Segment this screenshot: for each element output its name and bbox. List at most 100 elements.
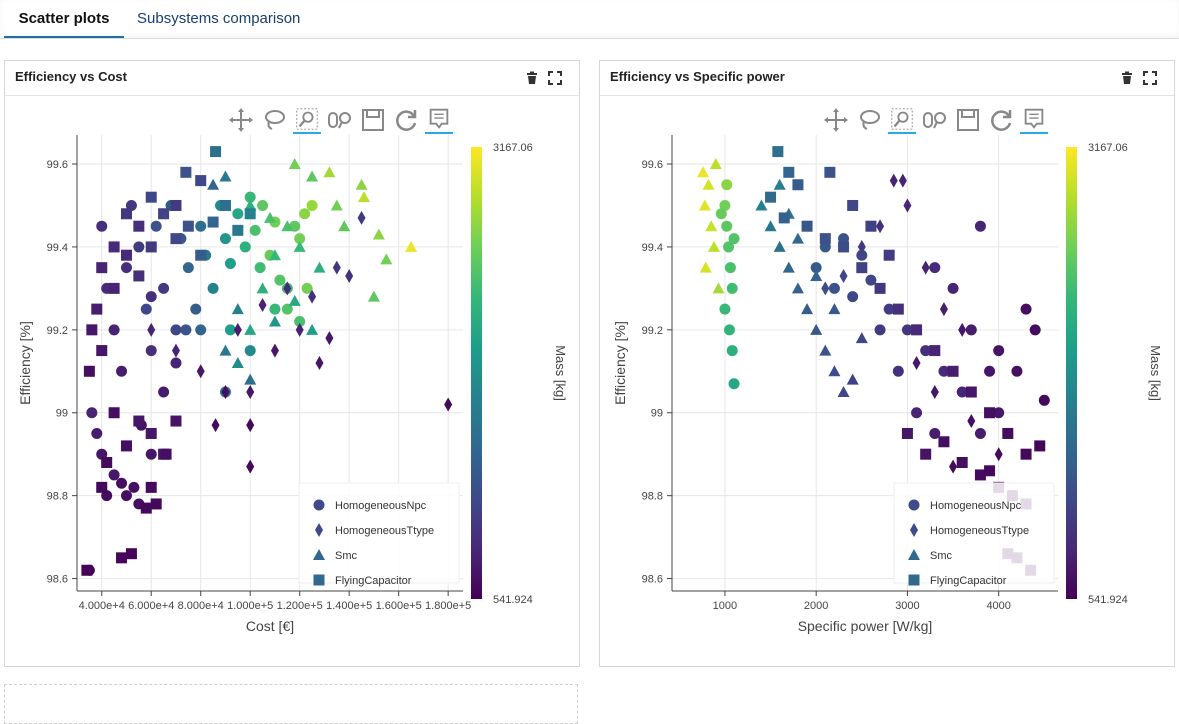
legend-marker-homogeneousttype[interactable] (910, 523, 918, 537)
data-point-homogeneousnpc[interactable] (145, 291, 157, 303)
data-point-homogeneousnpc[interactable] (719, 199, 731, 211)
data-point-smc[interactable] (698, 199, 711, 211)
data-point-homogeneousnpc[interactable] (257, 199, 269, 211)
data-point-smc[interactable] (755, 199, 768, 211)
legend-marker-homogeneousnpc[interactable] (313, 499, 325, 511)
legend-marker-smc[interactable] (313, 549, 325, 560)
data-point-smc[interactable] (264, 211, 276, 223)
data-point-smc[interactable] (306, 323, 319, 335)
data-point-homogeneousnpc[interactable] (728, 378, 740, 390)
data-point-homogeneousnpc[interactable] (724, 262, 736, 274)
data-point-homogeneousnpc[interactable] (301, 282, 313, 294)
save-icon[interactable] (954, 106, 982, 134)
data-point-flyingcapacitor[interactable] (101, 456, 113, 468)
data-point-homogeneousttype[interactable] (930, 385, 939, 400)
data-point-homogeneousttype[interactable] (246, 385, 255, 400)
data-point-flyingcapacitor[interactable] (838, 241, 850, 253)
data-point-homogeneousnpc[interactable] (956, 386, 968, 398)
data-point-homogeneousnpc[interactable] (965, 324, 977, 336)
data-point-homogeneousnpc[interactable] (294, 233, 306, 245)
data-point-flyingcapacitor[interactable] (219, 199, 231, 211)
data-point-flyingcapacitor[interactable] (133, 270, 145, 282)
data-point-homogeneousnpc[interactable] (723, 241, 735, 253)
trash-icon[interactable] (1120, 71, 1134, 85)
data-point-homogeneousnpc[interactable] (195, 324, 207, 336)
data-point-homogeneousttype[interactable] (233, 322, 242, 337)
data-point-smc[interactable] (773, 178, 786, 190)
data-point-flyingcapacitor[interactable] (125, 548, 137, 560)
data-point-smc[interactable] (709, 158, 722, 170)
data-point-homogeneousnpc[interactable] (929, 427, 941, 439)
data-point-smc[interactable] (810, 269, 823, 281)
data-point-homogeneousnpc[interactable] (195, 220, 207, 232)
data-point-homogeneousnpc[interactable] (721, 220, 733, 232)
data-point-homogeneousnpc[interactable] (145, 345, 157, 357)
data-point-homogeneousnpc[interactable] (1038, 394, 1050, 406)
pan-icon[interactable] (227, 106, 255, 134)
data-point-flyingcapacitor[interactable] (892, 303, 904, 315)
data-point-flyingcapacitor[interactable] (170, 199, 182, 211)
data-point-homogeneousttype[interactable] (332, 260, 341, 275)
data-point-smc[interactable] (244, 199, 257, 211)
data-point-flyingcapacitor[interactable] (180, 166, 192, 178)
data-point-flyingcapacitor[interactable] (182, 220, 194, 232)
tab-scatter-plots[interactable]: Scatter plots (4, 0, 124, 38)
data-point-flyingcapacitor[interactable] (920, 448, 932, 460)
data-point-smc[interactable] (338, 220, 351, 232)
data-point-homogeneousnpc[interactable] (150, 220, 162, 232)
data-point-homogeneousnpc[interactable] (721, 179, 733, 191)
data-point-homogeneousnpc[interactable] (145, 448, 157, 460)
data-point-homogeneousttype[interactable] (903, 198, 912, 213)
data-point-flyingcapacitor[interactable] (160, 448, 172, 460)
data-point-homogeneousnpc[interactable] (947, 282, 959, 294)
data-point-homogeneousnpc[interactable] (96, 448, 108, 460)
data-point-flyingcapacitor[interactable] (883, 249, 895, 261)
data-point-homogeneousnpc[interactable] (1029, 324, 1041, 336)
data-point-homogeneousnpc[interactable] (920, 345, 932, 357)
data-point-homogeneousttype[interactable] (857, 239, 866, 254)
data-point-smc[interactable] (268, 249, 281, 261)
data-point-homogeneousnpc[interactable] (219, 233, 231, 245)
data-point-flyingcapacitor[interactable] (232, 224, 244, 236)
data-point-homogeneousnpc[interactable] (180, 324, 192, 336)
data-point-homogeneousnpc[interactable] (269, 303, 281, 315)
data-point-flyingcapacitor[interactable] (91, 303, 103, 315)
data-point-flyingcapacitor[interactable] (133, 220, 145, 232)
legend-marker-flyingcapacitor[interactable] (908, 574, 920, 586)
data-point-homogeneousnpc[interactable] (974, 427, 986, 439)
data-point-smc[interactable] (705, 220, 718, 232)
data-point-homogeneousnpc[interactable] (120, 262, 132, 274)
data-point-flyingcapacitor[interactable] (874, 282, 886, 294)
data-point-homogeneousnpc[interactable] (306, 199, 318, 211)
fullscreen-icon[interactable] (548, 71, 562, 85)
data-point-homogeneousnpc[interactable] (158, 282, 170, 294)
data-point-smc[interactable] (231, 357, 244, 368)
data-point-smc[interactable] (355, 178, 368, 190)
data-point-homogeneousnpc[interactable] (108, 324, 120, 336)
data-point-smc[interactable] (207, 178, 220, 190)
data-point-smc[interactable] (837, 386, 850, 398)
data-point-smc[interactable] (697, 166, 710, 178)
data-point-homogeneousnpc[interactable] (1011, 365, 1023, 377)
data-point-flyingcapacitor[interactable] (974, 469, 986, 481)
hover-icon[interactable] (425, 106, 453, 134)
data-point-flyingcapacitor[interactable] (210, 146, 222, 158)
data-point-flyingcapacitor[interactable] (83, 365, 95, 377)
legend-marker-homogeneousttype[interactable] (315, 523, 323, 537)
data-point-flyingcapacitor[interactable] (120, 249, 132, 261)
data-point-homogeneousnpc[interactable] (993, 345, 1005, 357)
data-point-homogeneousnpc[interactable] (838, 233, 850, 245)
data-point-homogeneousttype[interactable] (171, 343, 180, 358)
data-point-homogeneousttype[interactable] (211, 418, 220, 433)
data-point-homogeneousttype[interactable] (898, 173, 907, 188)
data-point-smc[interactable] (231, 303, 244, 315)
data-point-homogeneousnpc[interactable] (819, 241, 831, 253)
data-point-homogeneousttype[interactable] (270, 343, 279, 358)
data-point-homogeneousnpc[interactable] (1020, 303, 1032, 315)
data-point-homogeneousttype[interactable] (295, 322, 304, 337)
data-point-smc[interactable] (810, 323, 823, 335)
data-point-homogeneousttype[interactable] (315, 356, 324, 370)
data-point-flyingcapacitor[interactable] (1034, 440, 1046, 452)
data-point-homogeneousnpc[interactable] (249, 224, 261, 236)
data-point-homogeneousnpc[interactable] (719, 303, 731, 315)
